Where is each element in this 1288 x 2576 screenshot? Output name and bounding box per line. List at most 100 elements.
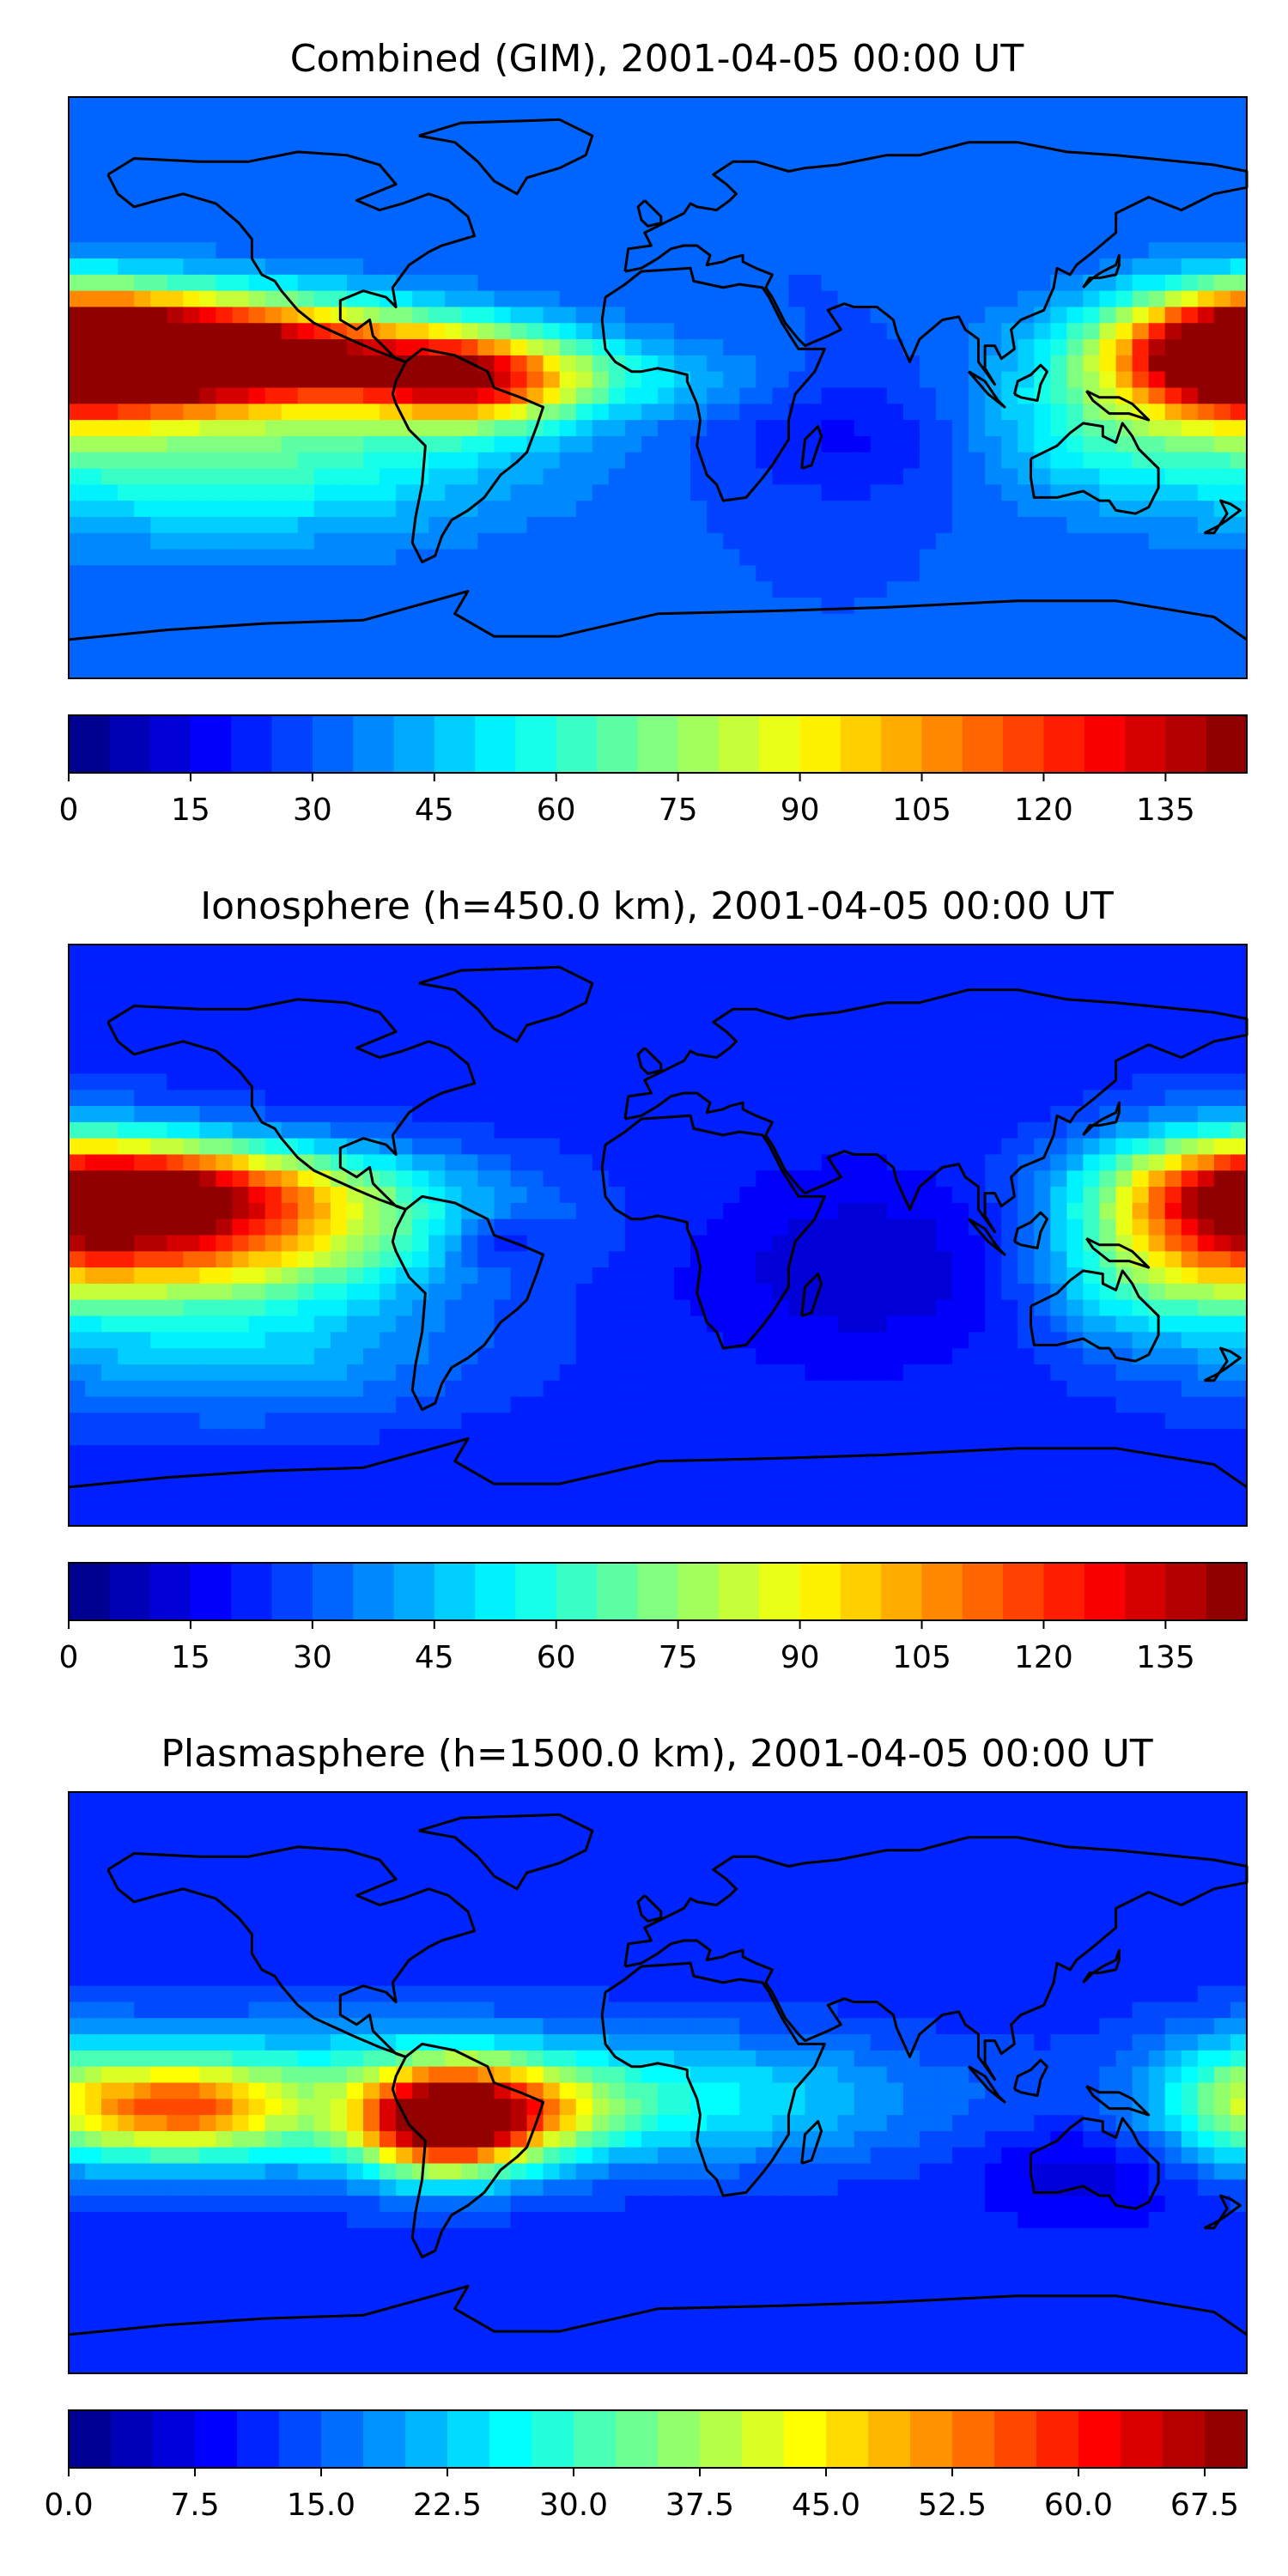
field-cell (69, 1364, 86, 1382)
field-cell (526, 371, 544, 389)
field-cell (412, 516, 430, 534)
field-cell (723, 1138, 741, 1156)
field-cell (445, 145, 463, 163)
field-cell (543, 1444, 561, 1462)
field-cell (1115, 307, 1133, 325)
field-cell (707, 129, 725, 147)
field-cell (134, 1025, 152, 1042)
field-cell (902, 468, 920, 486)
field-cell (854, 1315, 872, 1334)
field-cell (412, 1218, 430, 1236)
field-cell (428, 565, 447, 582)
field-cell (363, 532, 380, 550)
field-cell (1034, 613, 1052, 631)
field-cell (658, 1106, 675, 1123)
field-cell (1148, 420, 1166, 437)
field-cell (183, 1332, 201, 1349)
field-cell (1230, 435, 1248, 453)
field-cell (969, 1235, 986, 1253)
field-cell (952, 1267, 969, 1285)
field-cell (592, 1170, 610, 1188)
field-cell (674, 993, 691, 1011)
field-cell (1132, 516, 1150, 534)
field-cell (870, 1380, 888, 1398)
field-cell (346, 1396, 364, 1414)
field-cell (199, 629, 217, 647)
field-cell (985, 452, 1002, 470)
field-cell (101, 1461, 118, 1479)
field-cell (772, 210, 790, 228)
field-cell (1197, 1251, 1215, 1268)
field-cell (396, 532, 413, 550)
field-cell (232, 1154, 250, 1172)
field-cell (739, 662, 757, 679)
field-cell (1148, 161, 1166, 179)
field-cell (674, 960, 691, 978)
field-cell (428, 129, 447, 147)
field-cell (969, 339, 986, 356)
field-cell (969, 976, 986, 994)
field-cell (363, 193, 380, 211)
field-cell (232, 1138, 250, 1156)
field-cell (1115, 210, 1133, 228)
field-cell (674, 339, 691, 356)
colorbar-level (393, 715, 435, 773)
field-cell (216, 1380, 234, 1398)
field-cell (870, 178, 888, 195)
field-cell (85, 290, 102, 308)
field-cell (985, 1315, 1002, 1334)
field-cell (526, 1154, 544, 1172)
field-cell (935, 1170, 953, 1188)
field-cell (902, 404, 920, 421)
field-cell (559, 371, 577, 389)
field-cell (821, 178, 839, 195)
field-cell (1132, 323, 1150, 340)
field-cell (559, 452, 577, 470)
field-cell (1197, 484, 1215, 501)
field-cell (494, 1009, 512, 1026)
field-cell (183, 484, 201, 501)
field-cell (412, 97, 430, 114)
field-cell (216, 1187, 234, 1204)
field-cell (1164, 516, 1182, 534)
field-cell (69, 1235, 86, 1253)
field-cell (1181, 161, 1199, 179)
field-cell (723, 339, 741, 356)
field-cell (805, 549, 823, 567)
colorbar-level (1043, 715, 1085, 773)
field-cell (380, 1154, 397, 1172)
field-cell (445, 976, 463, 994)
field-cell (690, 549, 708, 567)
field-cell (330, 1380, 348, 1398)
field-cell (1050, 290, 1068, 308)
field-cell (608, 581, 626, 598)
field-cell (952, 242, 969, 259)
field-cell (1213, 339, 1231, 356)
field-cell (297, 323, 315, 340)
field-cell (707, 549, 725, 567)
field-cell (232, 581, 250, 598)
field-cell (1213, 258, 1231, 276)
field-cell (445, 1170, 463, 1188)
field-cell (264, 258, 283, 276)
field-cell (707, 468, 725, 486)
field-cell (396, 371, 413, 389)
field-cell (232, 178, 250, 195)
field-cell (363, 97, 380, 114)
field-cell (1099, 581, 1117, 598)
field-cell (1001, 1121, 1019, 1139)
field-cell (1001, 1202, 1019, 1220)
field-cell (919, 387, 937, 405)
field-cell (380, 1429, 397, 1446)
field-cell (1018, 1138, 1036, 1156)
field-cell (363, 129, 380, 147)
field-cell (690, 565, 708, 582)
field-cell (788, 242, 806, 259)
field-cell (1050, 581, 1068, 598)
field-cell (1115, 581, 1133, 598)
field-cell (707, 945, 725, 962)
field-cell (723, 404, 741, 421)
field-cell (494, 1413, 512, 1430)
field-cell (118, 339, 136, 356)
field-cell (723, 274, 741, 292)
